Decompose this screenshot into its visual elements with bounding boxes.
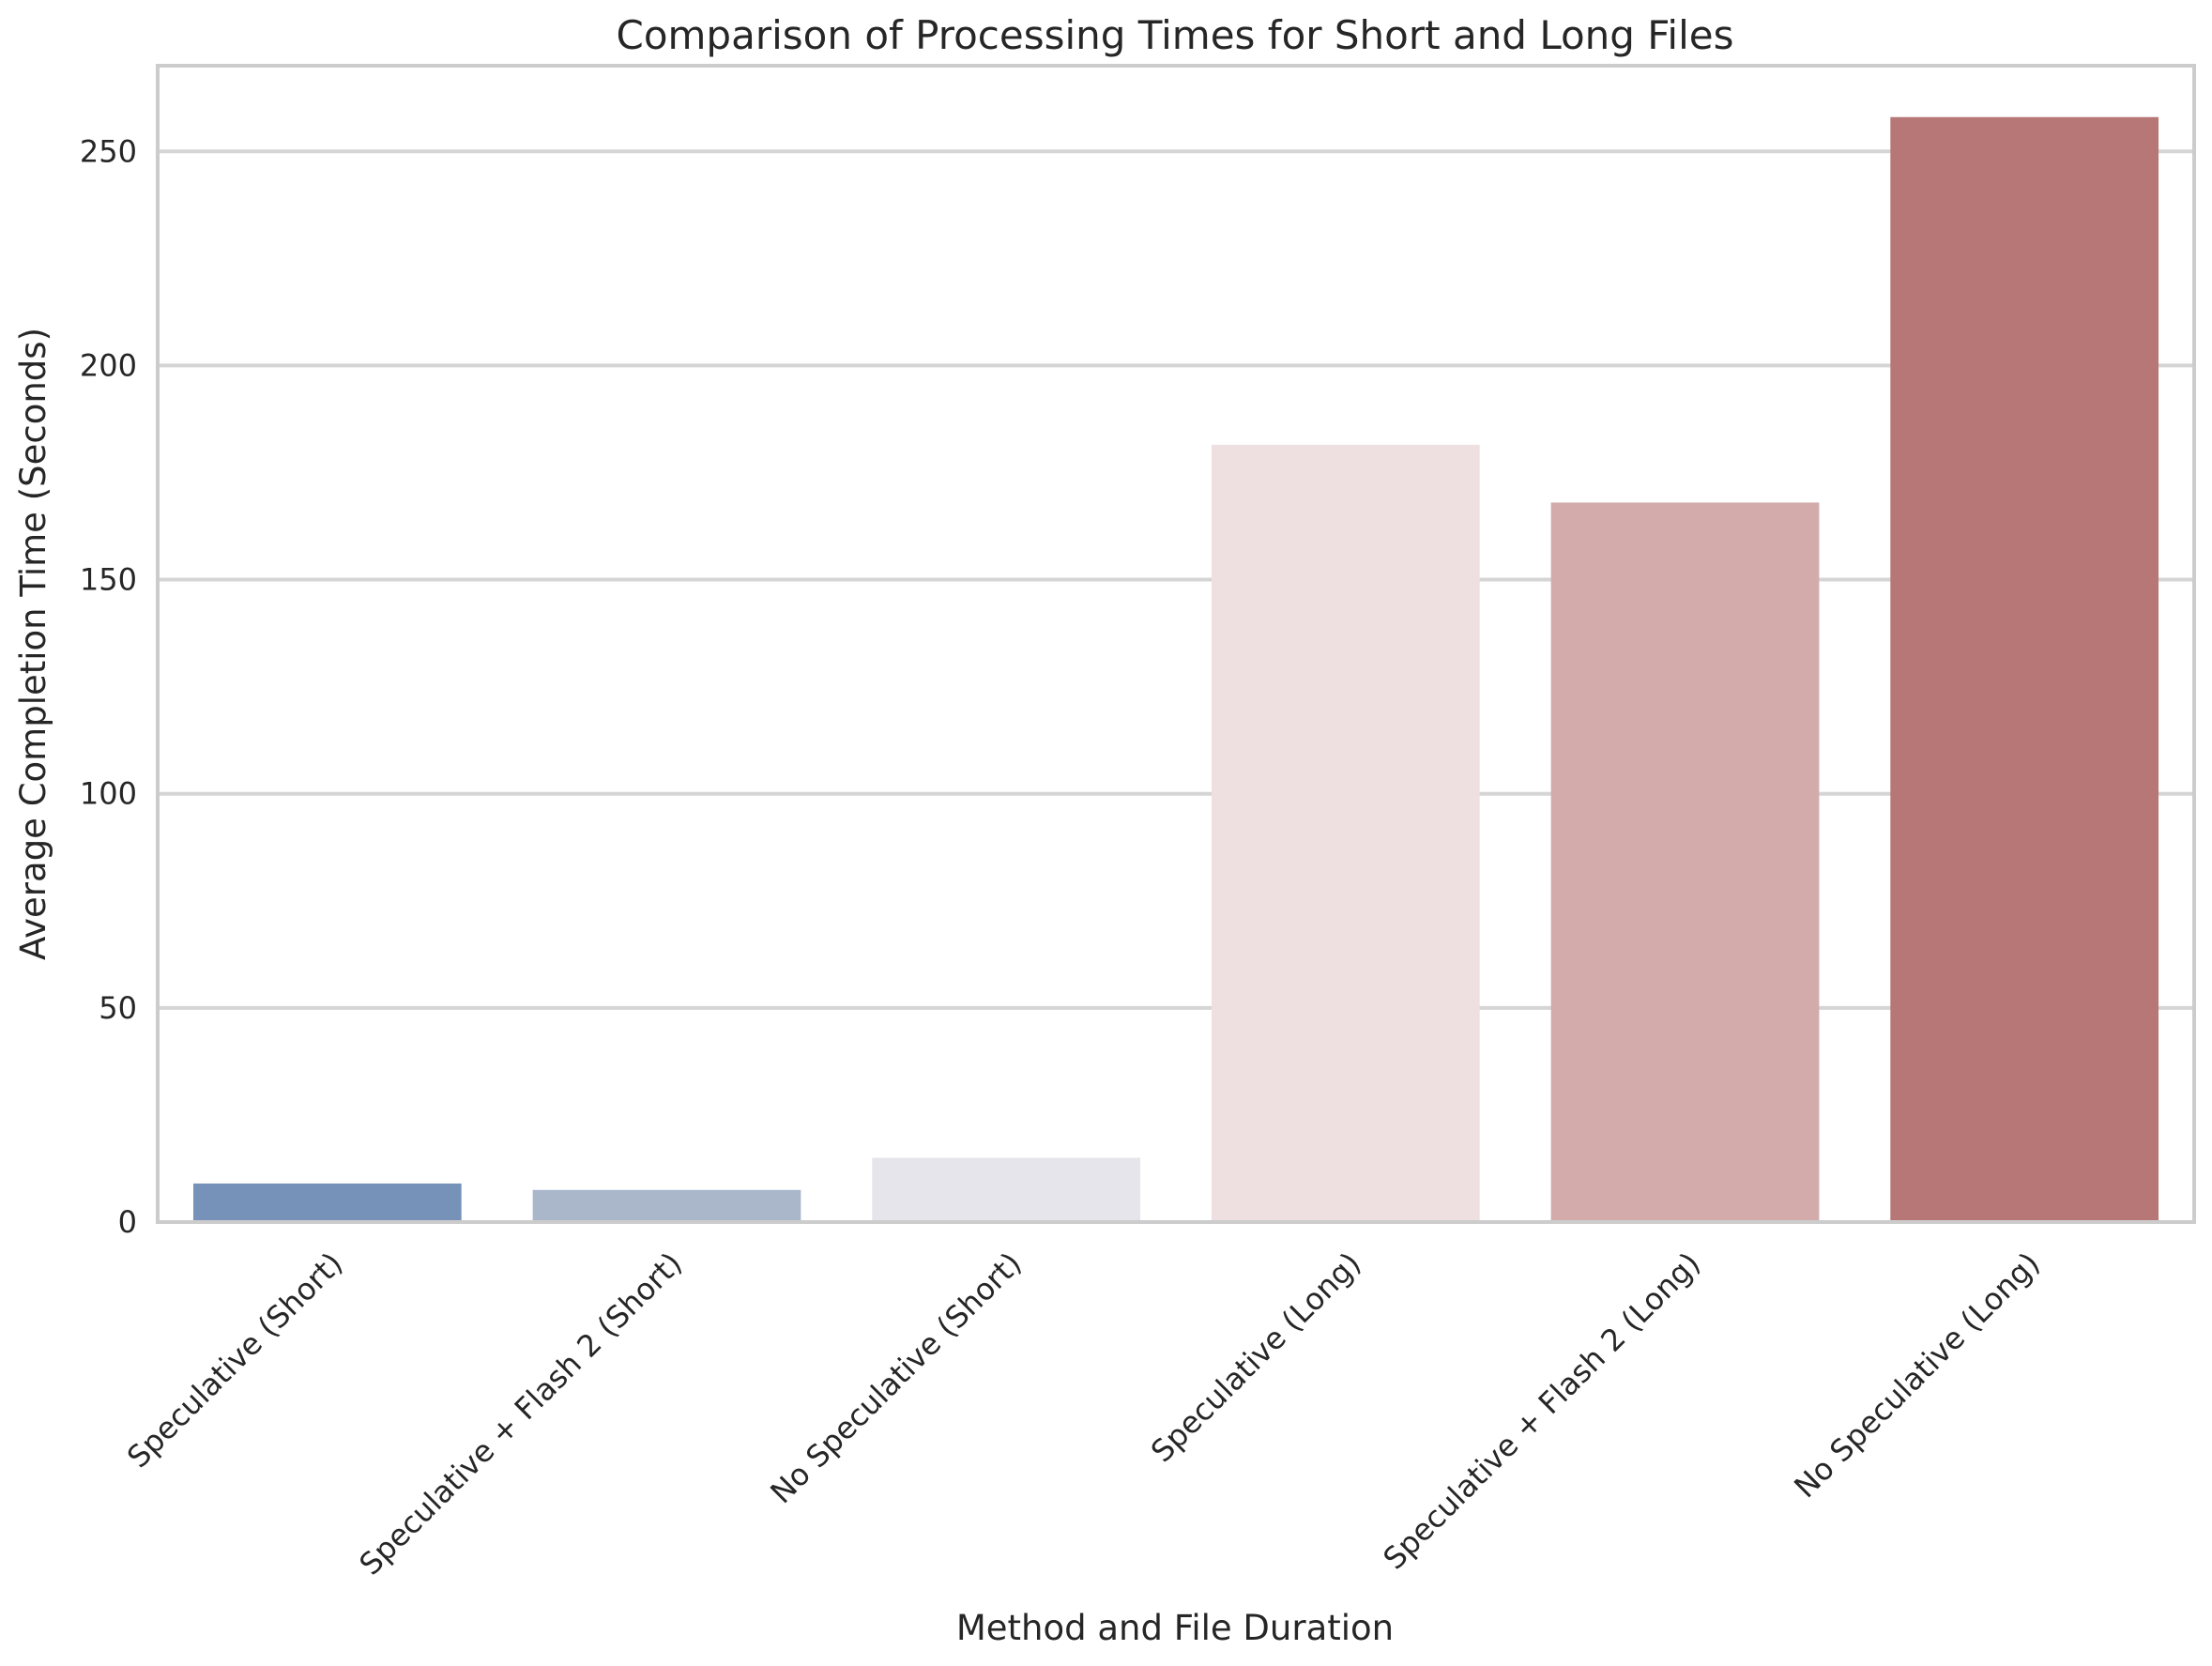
bar bbox=[1211, 444, 1480, 1222]
bar bbox=[1890, 116, 2159, 1222]
plot-frame bbox=[156, 64, 2196, 1224]
y-tick-label: 200 bbox=[80, 347, 137, 383]
bar bbox=[872, 1157, 1141, 1222]
y-tick-label: 0 bbox=[118, 1204, 137, 1240]
chart-title: Comparison of Processing Times for Short… bbox=[617, 12, 1734, 58]
y-tick-label: 150 bbox=[80, 562, 137, 598]
bar bbox=[1550, 502, 1820, 1222]
y-tick-label: 50 bbox=[99, 990, 137, 1026]
bar bbox=[192, 1183, 462, 1222]
y-tick-label: 250 bbox=[80, 133, 137, 169]
y-axis-title: Average Completion Time (Seconds) bbox=[13, 328, 53, 960]
y-tick-labels: 0 50 100 150 200 250 bbox=[80, 133, 137, 1240]
x-axis-title: Method and File Duration bbox=[956, 1608, 1394, 1648]
y-tick-label: 100 bbox=[80, 776, 137, 812]
bar bbox=[532, 1189, 801, 1222]
bars bbox=[192, 116, 2159, 1222]
